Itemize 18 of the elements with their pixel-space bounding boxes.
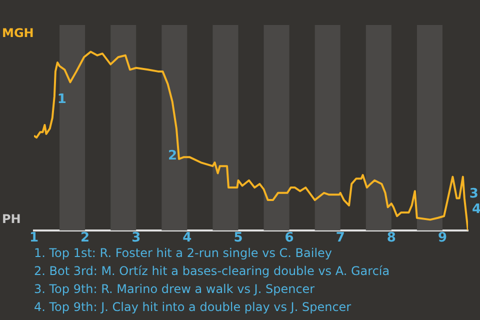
annotation: 3 [469,186,478,202]
annotation: 2 [168,148,178,164]
x-tick-label: 1 [29,230,39,246]
x-tick-label: 6 [284,230,294,246]
text: 1. Top 1st: R. Foster hit a 2-run single vs C. Bailey [34,245,334,262]
annotation: 1 [57,92,66,107]
text: PH [2,212,21,226]
x-tick-label: 5 [234,230,243,246]
x-tick-label: 9 [438,230,447,246]
x-tick-label: 2 [80,230,90,246]
x-tick-label: 3 [132,230,141,246]
text: MGH [2,26,34,40]
x-tick-label: 8 [386,230,396,246]
x-tick-label: 4 [182,230,192,246]
x-tick-label: 7 [336,230,345,246]
text: 2. Bot 3rd: M. Ortíz hit a bases-clearing double vs A. García [34,263,390,280]
text: 3. Top 9th: R. Marino drew a walk vs J. Spencer [34,281,316,298]
text: 4. Top 9th: J. Clay hit into a double play vs J. Spencer [34,299,352,316]
